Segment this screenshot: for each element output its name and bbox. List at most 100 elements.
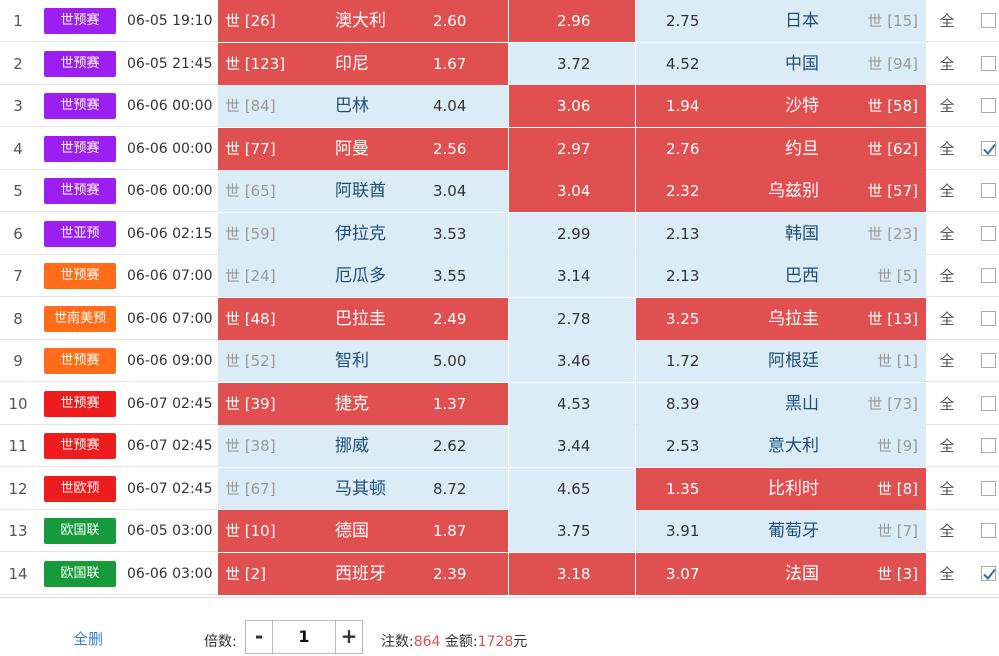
home-win-option[interactable]: 世 [39] 捷克 1.37 <box>218 382 508 425</box>
select-all-options-button[interactable]: 全 <box>939 564 955 583</box>
home-odd: 2.60 <box>433 12 467 30</box>
select-all-options-button[interactable]: 全 <box>939 97 955 115</box>
row-checkbox[interactable] <box>981 480 996 496</box>
away-win-option[interactable]: 2.53 意大利 世 [9] <box>636 425 926 467</box>
draw-option[interactable]: 2.96 <box>509 0 635 42</box>
home-win-option[interactable]: 世 [65] 阿联酋 3.04 <box>218 170 508 212</box>
away-odd: 2.53 <box>666 437 700 455</box>
away-team: 巴西 <box>785 266 819 286</box>
bet-stats: 注数:864 金额:1728元 <box>381 631 527 651</box>
draw-odd: 3.06 <box>557 97 591 115</box>
select-all-options-button[interactable]: 全 <box>939 182 955 200</box>
match-time: 06-06 03:00 <box>127 565 213 582</box>
draw-option[interactable]: 2.97 <box>509 127 635 170</box>
clear-all-link[interactable]: 全删 <box>73 630 104 648</box>
away-win-option[interactable]: 3.07 法国 世 [3] <box>636 552 926 595</box>
plus-button[interactable]: + <box>335 621 362 653</box>
row-checkbox[interactable] <box>981 353 996 368</box>
home-win-option[interactable]: 世 [38] 挪威 2.62 <box>218 425 508 467</box>
row-checkbox[interactable] <box>981 98 996 113</box>
bets-label: 注数: <box>381 634 414 650</box>
home-win-option[interactable]: 世 [48] 巴拉圭 2.49 <box>218 297 508 340</box>
minus-button[interactable]: - <box>246 621 273 653</box>
select-all-options-button[interactable]: 全 <box>939 224 955 243</box>
row-checkbox[interactable] <box>981 438 996 453</box>
row-checkbox[interactable] <box>981 395 996 411</box>
league-badge: 世预赛 <box>44 390 116 417</box>
select-all-options-button[interactable]: 全 <box>939 352 955 370</box>
multiplier-input[interactable]: 1 <box>298 627 310 646</box>
draw-option[interactable]: 4.65 <box>509 467 635 510</box>
league-badge: 世欧预 <box>44 475 116 502</box>
draw-option[interactable]: 3.18 <box>509 552 635 595</box>
row-checkbox[interactable] <box>981 225 996 241</box>
select-all-options-button[interactable]: 全 <box>939 479 955 498</box>
home-odd: 1.87 <box>433 522 467 540</box>
draw-option[interactable]: 3.04 <box>509 170 635 212</box>
away-win-option[interactable]: 2.75 日本 世 [15] <box>636 0 926 42</box>
away-team: 沙特 <box>785 96 819 116</box>
away-rank: 世 [23] <box>867 224 918 243</box>
away-rank: 世 [57] <box>867 182 918 200</box>
row-number: 10 <box>8 394 28 413</box>
away-win-option[interactable]: 2.13 韩国 世 [23] <box>636 212 926 255</box>
row-checkbox[interactable] <box>981 523 996 538</box>
row-checkbox[interactable] <box>981 13 996 28</box>
draw-odd: 2.97 <box>557 139 591 158</box>
draw-option[interactable]: 2.99 <box>509 212 635 255</box>
draw-option[interactable]: 2.78 <box>509 297 635 340</box>
home-win-option[interactable]: 世 [24] 厄瓜多 3.55 <box>218 255 508 297</box>
league-badge: 世预赛 <box>44 263 116 289</box>
away-team: 意大利 <box>768 436 819 456</box>
select-all-options-button[interactable]: 全 <box>939 437 955 455</box>
draw-option[interactable]: 3.06 <box>509 85 635 127</box>
away-win-option[interactable]: 3.91 葡萄牙 世 [7] <box>636 510 926 552</box>
home-win-option[interactable]: 世 [67] 马其顿 8.72 <box>218 467 508 510</box>
draw-option[interactable]: 4.53 <box>509 382 635 425</box>
away-win-option[interactable]: 1.72 阿根廷 世 [1] <box>636 340 926 382</box>
home-win-option[interactable]: 世 [26] 澳大利 2.60 <box>218 0 508 42</box>
draw-option[interactable]: 3.72 <box>509 42 635 85</box>
row-checkbox[interactable] <box>981 310 996 326</box>
home-rank: 世 [24] <box>225 267 276 285</box>
away-win-option[interactable]: 1.94 沙特 世 [58] <box>636 85 926 127</box>
select-all-options-button[interactable]: 全 <box>939 54 955 73</box>
home-win-option[interactable]: 世 [52] 智利 5.00 <box>218 340 508 382</box>
home-odd: 8.72 <box>433 479 467 498</box>
away-win-option[interactable]: 2.13 巴西 世 [5] <box>636 255 926 297</box>
away-win-option[interactable]: 3.25 乌拉圭 世 [13] <box>636 297 926 340</box>
away-win-option[interactable]: 8.39 黑山 世 [73] <box>636 382 926 425</box>
bets-value: 864 <box>413 634 441 650</box>
row-checkbox[interactable] <box>981 183 996 198</box>
draw-option[interactable]: 3.46 <box>509 340 635 382</box>
home-win-option[interactable]: 世 [84] 巴林 4.04 <box>218 85 508 127</box>
row-checkbox[interactable] <box>981 140 996 156</box>
match-row: 9 世预赛 06-06 09:00 世 [52] 智利 5.00 3.46 1.72 阿根廷 世 … <box>0 340 999 382</box>
home-win-option[interactable]: 世 [2] 西班牙 2.39 <box>218 552 508 595</box>
draw-option[interactable]: 3.14 <box>509 255 635 297</box>
away-win-option[interactable]: 1.35 比利时 世 [8] <box>636 467 926 510</box>
away-win-option[interactable]: 4.52 中国 世 [94] <box>636 42 926 85</box>
bet-footer: 全删 倍数: - 1 + 注数:864 金额:1728元 <box>0 597 999 656</box>
row-checkbox[interactable] <box>981 55 996 71</box>
select-all-options-button[interactable]: 全 <box>939 522 955 540</box>
away-win-option[interactable]: 2.32 乌兹别 世 [57] <box>636 170 926 212</box>
home-win-option[interactable]: 世 [10] 德国 1.87 <box>218 510 508 552</box>
select-all-options-button[interactable]: 全 <box>939 394 955 413</box>
match-row: 5 世预赛 06-06 00:00 世 [65] 阿联酋 3.04 3.04 2.32 乌兹别 世… <box>0 170 999 212</box>
home-odd: 2.49 <box>433 309 467 328</box>
home-win-option[interactable]: 世 [59] 伊拉克 3.53 <box>218 212 508 255</box>
away-win-option[interactable]: 2.76 约旦 世 [62] <box>636 127 926 170</box>
away-odd: 8.39 <box>666 394 700 413</box>
home-rank: 世 [48] <box>225 309 276 328</box>
row-checkbox[interactable] <box>981 268 996 283</box>
draw-option[interactable]: 3.44 <box>509 425 635 467</box>
select-all-options-button[interactable]: 全 <box>939 139 955 158</box>
draw-option[interactable]: 3.75 <box>509 510 635 552</box>
home-win-option[interactable]: 世 [77] 阿曼 2.56 <box>218 127 508 170</box>
select-all-options-button[interactable]: 全 <box>939 267 955 285</box>
select-all-options-button[interactable]: 全 <box>939 12 955 30</box>
select-all-options-button[interactable]: 全 <box>939 309 955 328</box>
home-win-option[interactable]: 世 [123] 印尼 1.67 <box>218 42 508 85</box>
row-checkbox[interactable] <box>981 565 996 581</box>
